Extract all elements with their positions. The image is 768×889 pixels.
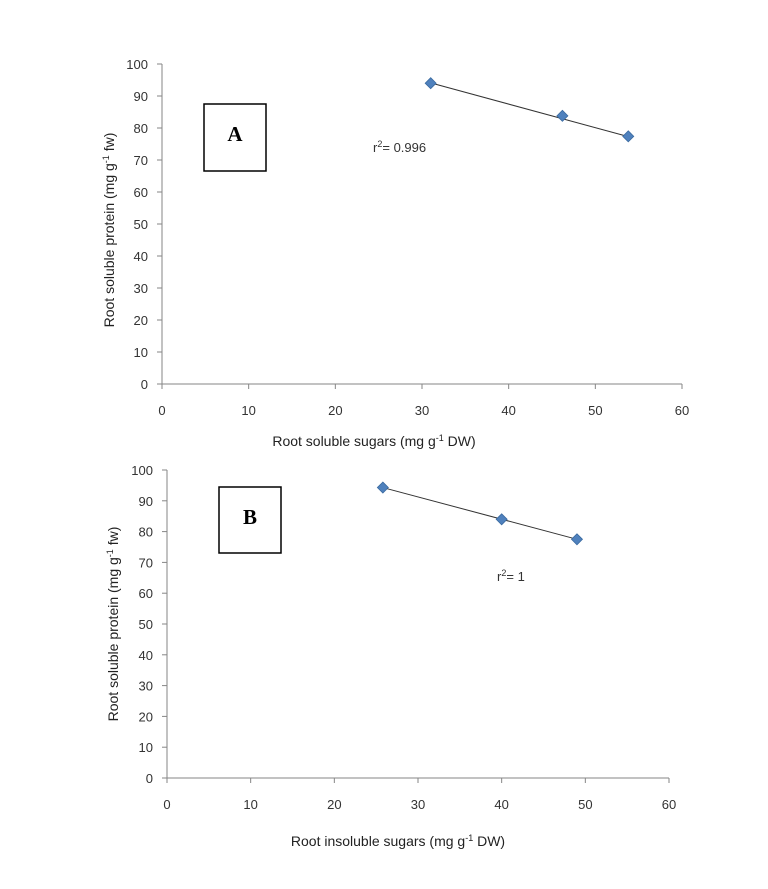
chart-a-trendline (430, 82, 629, 138)
chart-a-x-tick-label: 50 (588, 403, 602, 418)
chart-a: 0 10 20 30 40 50 60 0 10 20 30 40 50 60 70 80 90 100 A r… (101, 57, 689, 449)
chart-b-y-tick-label: 10 (139, 740, 153, 755)
chart-b-r-squared: r2= 1 (497, 568, 525, 584)
chart-a-y-tick-label: 20 (134, 313, 148, 328)
chart-b-data-point (495, 513, 508, 526)
chart-a-data-point (556, 109, 569, 122)
chart-a-x-tick-label: 10 (241, 403, 255, 418)
chart-a-data-point (622, 130, 635, 143)
chart-b-y-tick-label: 100 (131, 463, 153, 478)
chart-b-y-tick-label: 70 (139, 555, 153, 570)
chart-a-y-tick-label: 40 (134, 249, 148, 264)
chart-b-y-tick-label: 80 (139, 525, 153, 540)
chart-a-y-tick-label: 0 (141, 377, 148, 392)
chart-b-data-point (570, 533, 584, 546)
chart-a-y-tick-label: 60 (134, 185, 148, 200)
chart-b-x-axis-label: Root insoluble sugars (mg g-1 DW) (291, 833, 505, 849)
chart-b-data-point (376, 481, 389, 494)
chart-a-x-tick-label: 60 (675, 403, 689, 418)
chart-b-panel-label: B (243, 505, 257, 529)
chart-a-y-tick-label: 10 (134, 345, 148, 360)
chart-b-x-tick-label: 20 (327, 797, 341, 812)
chart-b-y-tick-label: 90 (139, 494, 153, 509)
chart-a-y-tick-label: 90 (134, 89, 148, 104)
chart-b-y-tick-label: 20 (139, 709, 153, 724)
chart-b-y-tick-label: 60 (139, 586, 153, 601)
chart-a-x-tick-label: 0 (158, 403, 165, 418)
chart-b-panel-label-box (218, 486, 282, 554)
chart-b-x-tick-label: 60 (662, 797, 676, 812)
chart-a-y-axis-label: Root soluble protein (mg g-1 fw) (101, 133, 117, 328)
chart-a-panel-label-box (203, 103, 267, 172)
chart-a-data-point (424, 77, 437, 90)
chart-b-x-tick-label: 10 (243, 797, 257, 812)
chart-a-r-squared: r2= 0.996 (373, 139, 426, 155)
chart-a-x-tick-label: 40 (501, 403, 515, 418)
chart-a-x-tick-label: 30 (415, 403, 429, 418)
chart-a-y-tick-label: 80 (134, 121, 148, 136)
chart-b-x-tick-label: 40 (494, 797, 508, 812)
chart-b: 0 10 20 30 40 50 60 0 10 20 30 40 50 60 70 80 90 100 B r… (105, 463, 676, 849)
chart-b-x-tick-label: 30 (411, 797, 425, 812)
chart-b-y-tick-label: 0 (146, 771, 153, 786)
chart-b-y-tick-label: 50 (139, 617, 153, 632)
chart-a-x-axis-label: Root soluble sugars (mg g-1 DW) (272, 433, 475, 449)
chart-b-y-tick-label: 40 (139, 648, 153, 663)
chart-b-y-tick-label: 30 (139, 679, 153, 694)
chart-a-x-tick-label: 20 (328, 403, 342, 418)
chart-b-x-tick-label: 0 (163, 797, 170, 812)
chart-b-y-axis-label: Root soluble protein (mg g-1 fw) (105, 527, 121, 722)
chart-b-trendline (382, 487, 578, 540)
chart-a-y-tick-label: 50 (134, 217, 148, 232)
chart-b-x-tick-label: 50 (578, 797, 592, 812)
chart-a-y-tick-label: 100 (126, 57, 148, 72)
chart-a-y-tick-label: 30 (134, 281, 148, 296)
chart-a-panel-label: A (227, 122, 243, 146)
chart-a-y-tick-label: 70 (134, 153, 148, 168)
